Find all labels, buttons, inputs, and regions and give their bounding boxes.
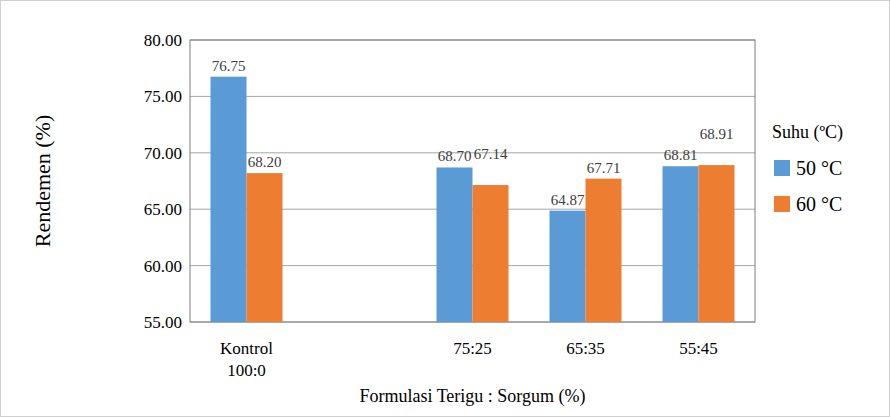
legend-swatch <box>774 196 790 212</box>
bar <box>550 211 586 322</box>
data-label: 76.75 <box>212 58 246 74</box>
chart-border <box>1 1 890 417</box>
bar <box>211 77 247 322</box>
bar <box>473 185 509 322</box>
plot-frame <box>190 40 755 322</box>
y-tick-label: 80.00 <box>144 31 182 50</box>
data-label: 68.81 <box>664 147 698 163</box>
bar <box>663 166 699 322</box>
grid-line <box>190 96 755 97</box>
chart: 55.00 60.00 65.00 70.00 75.00 80.00 76.75 68.70… <box>0 0 890 417</box>
bar <box>586 179 622 322</box>
x-tick-label: 65:35 <box>566 339 605 358</box>
legend-swatch <box>774 160 790 176</box>
bar <box>437 167 473 322</box>
legend-title: Suhu (ºC) <box>772 122 843 143</box>
data-label: 67.14 <box>474 146 508 162</box>
data-label: 68.91 <box>700 126 734 142</box>
x-tick-label: 75:25 <box>453 339 492 358</box>
x-tick-label: Kontrol100:0 <box>220 339 273 380</box>
x-tick-label: 55:45 <box>679 339 718 358</box>
data-label: 64.87 <box>551 192 585 208</box>
x-axis-title: Formulasi Terigu : Sorgum (%) <box>359 386 585 407</box>
bar <box>699 165 735 322</box>
y-tick-label: 70.00 <box>144 144 182 163</box>
y-tick-label: 55.00 <box>144 313 182 332</box>
y-axis-title: Rendemen (%) <box>30 115 55 248</box>
data-labels: 76.75 68.70 64.87 68.81 68.20 67.14 67.71 68.91 <box>212 58 734 208</box>
y-tick-label: 65.00 <box>144 200 182 219</box>
y-tick-label: 75.00 <box>144 87 182 106</box>
data-label: 67.71 <box>587 160 621 176</box>
data-label: 68.70 <box>438 148 472 164</box>
legend-label: 50 °C <box>796 157 842 179</box>
bars <box>211 77 735 322</box>
y-tick-label: 60.00 <box>144 257 182 276</box>
bar <box>247 173 283 322</box>
data-label: 68.20 <box>248 154 282 170</box>
legend-label: 60 °C <box>796 193 842 215</box>
